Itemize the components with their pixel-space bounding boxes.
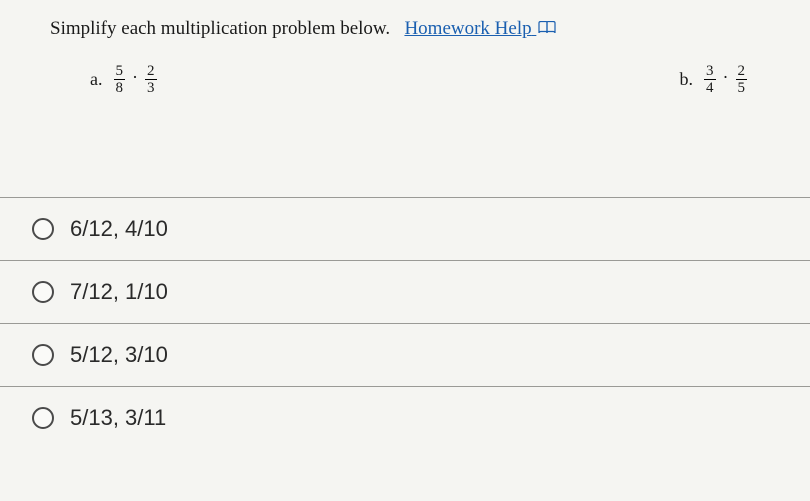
fraction-denominator: 8 <box>114 80 126 97</box>
problem-b: b. 3 4 · 2 5 <box>680 63 751 97</box>
answer-text: 7/12, 1/10 <box>70 279 168 305</box>
fraction-a1: 5 8 <box>114 63 126 97</box>
radio-icon[interactable] <box>32 281 54 303</box>
answer-text: 5/13, 3/11 <box>70 405 166 431</box>
fraction-denominator: 4 <box>704 80 716 97</box>
answer-text: 5/12, 3/10 <box>70 342 168 368</box>
answer-list: 6/12, 4/10 7/12, 1/10 5/12, 3/10 5/13, 3… <box>0 197 810 449</box>
radio-icon[interactable] <box>32 344 54 366</box>
instruction-text: Simplify each multiplication problem bel… <box>50 18 390 39</box>
instruction-line: Simplify each multiplication problem bel… <box>50 18 770 41</box>
multiply-dot: · <box>723 67 729 88</box>
fraction-numerator: 3 <box>704 63 716 81</box>
answer-text: 6/12, 4/10 <box>70 216 168 242</box>
book-icon <box>538 19 556 41</box>
radio-icon[interactable] <box>32 407 54 429</box>
multiply-dot: · <box>132 67 138 88</box>
fraction-denominator: 3 <box>145 80 157 97</box>
question-area: Simplify each multiplication problem bel… <box>0 0 810 147</box>
link-text: Homework Help <box>404 18 531 39</box>
problems-row: a. 5 8 · 2 3 b. 3 4 · 2 5 <box>50 63 770 97</box>
fraction-numerator: 2 <box>145 63 157 81</box>
radio-icon[interactable] <box>32 218 54 240</box>
fraction-denominator: 5 <box>736 80 748 97</box>
homework-help-link[interactable]: Homework Help <box>404 18 556 39</box>
problem-b-label: b. <box>680 69 694 90</box>
answer-option[interactable]: 7/12, 1/10 <box>0 260 810 323</box>
problem-a: a. 5 8 · 2 3 <box>90 63 160 97</box>
answer-option[interactable]: 6/12, 4/10 <box>0 197 810 260</box>
fraction-numerator: 5 <box>114 63 126 81</box>
fraction-b2: 2 5 <box>736 63 748 97</box>
problem-a-label: a. <box>90 69 103 90</box>
answer-option[interactable]: 5/12, 3/10 <box>0 323 810 386</box>
fraction-a2: 2 3 <box>145 63 157 97</box>
answer-option[interactable]: 5/13, 3/11 <box>0 386 810 449</box>
fraction-b1: 3 4 <box>704 63 716 97</box>
fraction-numerator: 2 <box>736 63 748 81</box>
